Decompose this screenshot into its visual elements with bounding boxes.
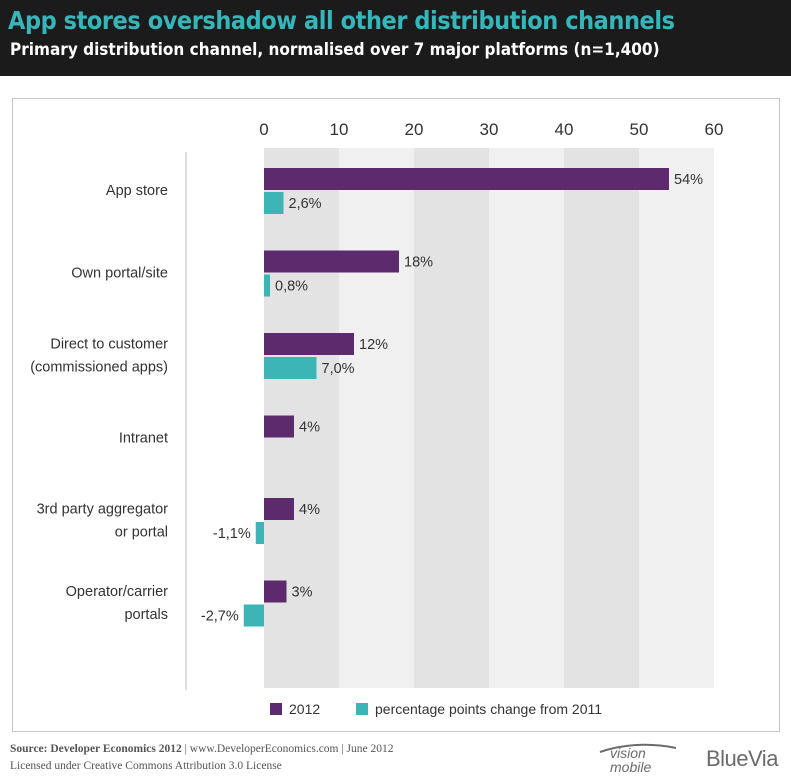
bar-change xyxy=(264,192,284,214)
chart-subtitle: Primary distribution channel, normalised… xyxy=(10,40,660,60)
bar-chart: 0 10 20 30 40 50 60 App store 54% 2,6% Own portal/… xyxy=(30,120,724,690)
x-tick-label: 10 xyxy=(330,120,349,139)
x-tick-label: 30 xyxy=(480,120,499,139)
bar-change xyxy=(255,522,264,544)
source-bold: Source: Developer Economics 2012 xyxy=(10,743,182,755)
header-bar: App stores overshadow all other distribu… xyxy=(0,0,791,76)
logo-vision-text: vision xyxy=(610,745,646,761)
data-label-2012: 54% xyxy=(674,172,703,188)
chart-title: App stores overshadow all other distribu… xyxy=(8,6,675,35)
bar-change xyxy=(264,357,317,379)
logo-swoosh xyxy=(599,743,677,753)
visionmobile-logo: vision mobile xyxy=(599,743,677,774)
category-label: Own portal/site xyxy=(71,266,168,282)
category-label: 3rd party aggregator xyxy=(37,502,169,518)
license-line: Licensed under Creative Commons Attribut… xyxy=(10,760,282,772)
category-label: (commissioned apps) xyxy=(30,360,168,376)
legend-swatch-2012 xyxy=(270,703,282,715)
data-label-change: -2,7% xyxy=(201,609,239,625)
category-label: Direct to customer xyxy=(50,337,168,353)
grid-band xyxy=(564,148,639,688)
category-label: or portal xyxy=(115,525,168,541)
x-tick-label: 20 xyxy=(405,120,424,139)
grid-band xyxy=(414,148,489,688)
data-label-change: 2,6% xyxy=(289,196,322,212)
logo-mobile-text: mobile xyxy=(610,759,651,774)
bar-2012 xyxy=(264,415,294,438)
bluevia-logo: BlueVia xyxy=(706,746,778,771)
legend-swatch-change xyxy=(356,703,368,715)
x-tick-label: 40 xyxy=(555,120,574,139)
grid-band xyxy=(489,148,564,688)
data-label-2012: 4% xyxy=(299,420,320,436)
legend-item-2012: 2012 xyxy=(270,700,320,718)
bar-2012 xyxy=(264,250,399,273)
category-label: Intranet xyxy=(119,431,168,447)
x-tick-label: 50 xyxy=(630,120,649,139)
data-label-2012: 18% xyxy=(404,255,433,271)
bar-2012 xyxy=(264,498,294,520)
data-label-2012: 12% xyxy=(359,337,388,353)
bar-change xyxy=(243,604,264,627)
bar-2012 xyxy=(264,333,354,355)
x-tick-label: 0 xyxy=(259,120,268,139)
legend-label-change: percentage points change from 2011 xyxy=(375,701,603,717)
category-label: Operator/carrier xyxy=(66,584,169,600)
data-label-2012: 4% xyxy=(299,502,320,518)
bar-change xyxy=(264,274,270,297)
x-tick-label: 60 xyxy=(705,120,724,139)
source-rest: | www.DeveloperEconomics.com | June 2012 xyxy=(181,743,394,755)
grid-band xyxy=(639,148,714,688)
legend-label-2012: 2012 xyxy=(289,701,321,717)
bar-2012 xyxy=(264,580,287,603)
grid-band xyxy=(339,148,414,688)
legend-item-change: percentage points change from 2011 xyxy=(356,700,602,718)
data-label-change: -1,1% xyxy=(213,526,251,542)
data-label-change: 0,8% xyxy=(275,279,308,295)
bar-2012 xyxy=(264,168,669,190)
data-label-2012: 3% xyxy=(292,585,313,601)
category-label: portals xyxy=(124,607,168,623)
source-line: Source: Developer Economics 2012 | www.D… xyxy=(10,743,394,755)
category-label: App store xyxy=(106,183,168,199)
data-label-change: 7,0% xyxy=(322,361,355,377)
